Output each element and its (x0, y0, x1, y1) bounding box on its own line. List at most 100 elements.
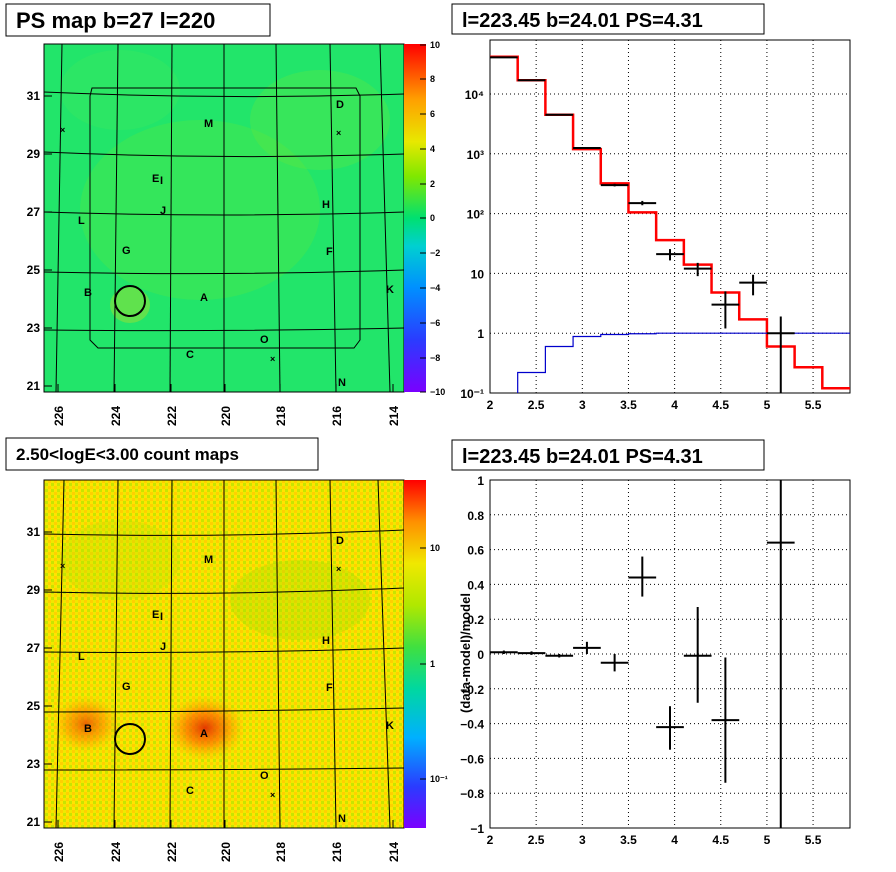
ps-map-x-ticks: 226 224 222 220 218 216 214 (52, 384, 401, 426)
colorbar-tick-label: 6 (430, 109, 435, 119)
x-tick-label: 222 (165, 406, 179, 426)
x-tick-label: 4.5 (712, 833, 729, 847)
y-tick-label: −1 (470, 822, 484, 836)
x-tick-label: 226 (52, 406, 66, 426)
colorbar-tick-label: 10 (430, 40, 440, 50)
y-tick-label: 10⁻¹ (460, 387, 484, 401)
y-tick-label: 25 (27, 263, 41, 277)
y-tick-label: 23 (27, 321, 41, 335)
source-label-f: F (326, 246, 333, 258)
y-tick-label: 10³ (467, 148, 484, 162)
x-tick-label: 224 (109, 406, 123, 426)
x-tick-label: 5.5 (805, 398, 822, 412)
ps-map-source-labels: M D E I J H L G F B A K O C N (78, 99, 394, 389)
ps-map-target-circle (114, 285, 146, 317)
y-tick-label: −0.4 (460, 718, 484, 732)
count-map-cross-marker: × (336, 564, 341, 574)
count-map-cross-marker: × (270, 790, 275, 800)
colorbar-tick-label: −8 (430, 353, 440, 363)
source-label-b: B (84, 723, 92, 735)
y-tick-label: 29 (27, 147, 41, 161)
x-tick-label: 218 (274, 406, 288, 426)
ps-map-cross-marker: × (60, 125, 65, 135)
colorbar-tick-label: 2 (430, 179, 435, 189)
source-label-h: H (322, 199, 330, 211)
x-tick-label: 222 (165, 842, 179, 862)
x-tick-label: 2.5 (528, 833, 545, 847)
y-tick-label: 23 (27, 757, 41, 771)
source-label-d: D (336, 535, 344, 547)
ps-map-coordinate-grid (44, 44, 404, 392)
x-tick-label: 5 (764, 833, 771, 847)
colorbar-tick-label: −10 (430, 387, 445, 397)
x-tick-label: 5.5 (805, 833, 822, 847)
colorbar-tick-label: 10 (430, 543, 440, 553)
x-tick-label: 5 (764, 398, 771, 412)
source-label-j: J (160, 641, 166, 653)
source-label-i: I (160, 175, 163, 187)
y-tick-label: 0 (477, 648, 484, 662)
source-label-m: M (204, 554, 213, 566)
colorbar-tick-label: 8 (430, 74, 435, 84)
count-map-hotspots (52, 520, 370, 760)
y-tick-label: 29 (27, 583, 41, 597)
y-tick-label: 27 (27, 205, 41, 219)
colorbar-tick-label: −6 (430, 318, 440, 328)
spectrum-title: l=223.45 b=24.01 PS=4.31 (462, 10, 703, 32)
y-tick-label: 27 (27, 641, 41, 655)
ps-map-title: PS map b=27 l=220 (16, 8, 215, 33)
source-label-k: K (386, 720, 394, 732)
count-map-panel: 2.50<logE<3.00 count maps M D E I J H L G F B A K O C… (5, 437, 448, 862)
spectrum-grid (489, 40, 850, 394)
residual-panel: l=223.45 b=24.01 PS=4.31 2 2.5 3 3.5 4 4.5 5 5.… (451, 439, 851, 847)
x-tick-label: 3.5 (620, 833, 637, 847)
source-label-o: O (260, 334, 269, 346)
spectrum-axes: 2 2.5 3 3.5 4 4.5 5 5.5 10⁻¹ 1 10 10² 10³ 10⁴ (460, 88, 821, 412)
x-tick-label: 4 (671, 833, 678, 847)
colorbar-tick-label: 4 (430, 144, 435, 154)
colorbar-tick-label: −4 (430, 283, 440, 293)
y-tick-label: 10² (467, 208, 484, 222)
residual-series (490, 480, 795, 828)
source-label-f: F (326, 682, 333, 694)
x-tick-label: 4.5 (712, 398, 729, 412)
source-label-n: N (338, 377, 346, 389)
y-tick-label: 21 (27, 815, 41, 829)
count-map-source-labels: M D E I J H L G F B A K O C N (78, 535, 394, 825)
colorbar-tick-label: −2 (430, 248, 440, 258)
source-label-i: I (160, 611, 163, 623)
source-label-o: O (260, 770, 269, 782)
x-tick-label: 220 (219, 842, 233, 862)
ps-map-y-ticks: 21 23 25 27 29 31 (27, 89, 52, 393)
y-tick-label: −0.2 (460, 683, 484, 697)
y-tick-label: 0.4 (467, 578, 484, 592)
count-map-title: 2.50<logE<3.00 count maps (16, 445, 239, 464)
x-tick-label: 216 (330, 842, 344, 862)
source-label-c: C (186, 349, 194, 361)
x-tick-label: 218 (274, 842, 288, 862)
count-map-colorbar-ticks: 10 1 10⁻¹ (420, 543, 448, 784)
residual-grid (489, 479, 850, 829)
count-map-coordinate-grid (44, 480, 404, 828)
x-tick-label: 224 (109, 842, 123, 862)
count-map-cross-marker: × (60, 561, 65, 571)
x-tick-label: 3 (579, 398, 586, 412)
count-map-title-box (5, 437, 319, 471)
ps-map-title-box (5, 3, 271, 37)
spectrum-plot-area (489, 39, 851, 394)
y-tick-label: 21 (27, 379, 41, 393)
source-label-l: L (78, 651, 85, 663)
x-tick-label: 2 (487, 833, 494, 847)
colorbar-tick-label: 0 (430, 213, 435, 223)
source-label-h: H (322, 635, 330, 647)
x-tick-label: 214 (387, 842, 401, 862)
source-label-g: G (122, 681, 131, 693)
y-tick-label: 1 (477, 474, 484, 488)
y-tick-label: 31 (27, 525, 41, 539)
spectrum-panel: l=223.45 b=24.01 PS=4.31 2 2.5 3 3.5 4 4.5 5 5.… (451, 3, 851, 412)
x-tick-label: 214 (387, 406, 401, 426)
residual-title-box (451, 439, 765, 471)
source-label-b: B (84, 287, 92, 299)
source-label-c: C (186, 785, 194, 797)
